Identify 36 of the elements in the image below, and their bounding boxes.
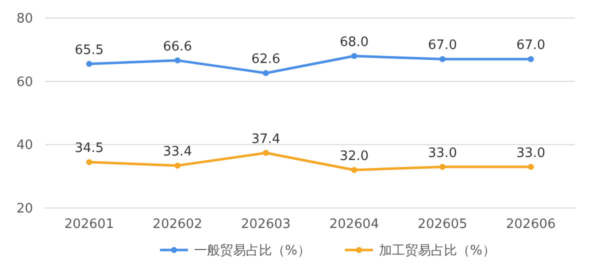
point — [528, 164, 534, 170]
x-tick-label: 202601 — [64, 217, 114, 232]
point — [351, 53, 358, 59]
x-tick-label: 202602 — [152, 217, 202, 232]
y-tick-label: 80 — [16, 12, 33, 27]
data-label: 34.5 — [74, 141, 104, 156]
point — [528, 56, 534, 62]
x-tick-label: 202604 — [329, 217, 379, 232]
data-label: 33.0 — [428, 146, 457, 161]
data-label: 68.0 — [340, 35, 369, 50]
data-label: 66.6 — [163, 39, 192, 54]
x-tick-label: 202603 — [241, 217, 291, 232]
point — [262, 70, 269, 76]
point — [440, 164, 446, 170]
data-label: 67.0 — [516, 38, 546, 54]
data-label: 37.4 — [251, 132, 280, 147]
y-tick-label: 40 — [16, 138, 33, 154]
legend-label: 加工贸易占比（%） — [379, 244, 496, 259]
point — [262, 150, 269, 156]
data-label: 65.5 — [74, 42, 104, 58]
data-label: 33.0 — [516, 146, 546, 161]
data-label: 32.0 — [340, 149, 369, 164]
y-tick-label: 20 — [16, 202, 33, 217]
point — [86, 60, 92, 67]
data-label: 33.4 — [163, 144, 192, 160]
x-tick-label: 202606 — [506, 217, 556, 232]
x-tick-label: 202605 — [418, 217, 468, 232]
point — [351, 167, 358, 173]
point — [174, 57, 180, 64]
point — [86, 159, 92, 166]
data-label: 67.0 — [428, 38, 457, 54]
y-tick-label: 60 — [16, 74, 33, 90]
legend-label: 一般贸易占比（%） — [194, 244, 310, 259]
point — [174, 162, 180, 169]
data-label: 62.6 — [251, 52, 280, 68]
point — [440, 56, 446, 62]
